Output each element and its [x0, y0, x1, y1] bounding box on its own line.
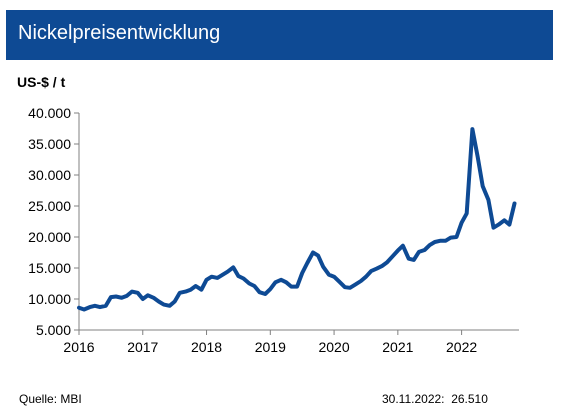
x-tick-labels: 2016 2017 2018 2019 2020 2021 2022 — [63, 339, 477, 355]
y-tick-label: 40.000 — [28, 105, 71, 121]
x-tick-label: 2021 — [382, 339, 413, 355]
y-tick-label: 30.000 — [28, 167, 71, 183]
axes — [74, 112, 519, 335]
latest-value: 26.510 — [451, 392, 488, 406]
y-tick-label: 25.000 — [28, 198, 71, 214]
latest-value-label: 30.11.2022: 26.510 — [382, 392, 488, 406]
nickel-price-line — [77, 127, 517, 312]
x-tick-label: 2020 — [318, 339, 349, 355]
y-tick-label: 15.000 — [28, 260, 71, 276]
title-bar: Nickelpreisentwicklung — [6, 10, 553, 60]
x-tick-label: 2016 — [63, 339, 94, 355]
source-label: Quelle: MBI — [19, 392, 82, 406]
x-tick-label: 2018 — [191, 339, 222, 355]
y-tick-label: 20.000 — [28, 229, 71, 245]
y-tick-label: 10.000 — [28, 291, 71, 307]
latest-date: 30.11.2022: — [382, 392, 445, 406]
y-tick-labels: 5.000 10.000 15.000 20.000 25.000 30.000 35.00… — [28, 105, 71, 338]
series-layer — [77, 127, 517, 312]
y-tick-label: 5.000 — [36, 322, 71, 338]
chart-title: Nickelpreisentwicklung — [18, 22, 221, 44]
y-tick-label: 35.000 — [28, 136, 71, 152]
x-tick-label: 2019 — [255, 339, 286, 355]
x-tick-label: 2017 — [127, 339, 158, 355]
x-tick-label: 2022 — [446, 339, 477, 355]
y-axis-unit-label: US-$ / t — [17, 74, 66, 90]
